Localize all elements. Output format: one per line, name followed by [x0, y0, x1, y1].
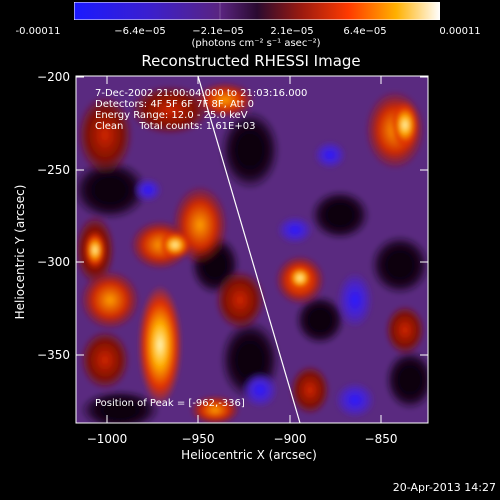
- info-detectors: Detectors: 4F 5F 6F 7F 8F, Att 0: [95, 99, 255, 110]
- colorbar-tick: 2.1e−05: [270, 26, 314, 37]
- info-energy-range: Energy Range: 12.0 - 25.0 keV: [95, 110, 248, 121]
- y-tick-marks: [76, 76, 428, 356]
- colorbar: [74, 2, 440, 20]
- info-clean-counts: Clean Total counts: 1.61E+03: [95, 121, 256, 132]
- y-axis-label: Heliocentric Y (arcsec): [13, 184, 27, 320]
- plot-frame: [75, 75, 429, 424]
- plot-title: Reconstructed RHESSI Image: [141, 52, 361, 70]
- x-tick-marks: [106, 76, 382, 423]
- colorbar-tick: 0.00011: [439, 26, 481, 37]
- x-tick-label: −950: [181, 432, 215, 446]
- timestamp: 20-Apr-2013 14:27: [392, 481, 496, 494]
- colorbar-tick: 6.4e−05: [343, 26, 387, 37]
- colorbar-units: (photons cm⁻² s⁻¹ asec⁻²): [191, 38, 321, 49]
- y-tick-label: −350: [37, 348, 70, 362]
- y-tick-label: −200: [37, 70, 70, 84]
- y-tick-label: −300: [37, 255, 70, 269]
- colorbar-tick: −2.1e−05: [192, 26, 244, 37]
- x-axis-label: Heliocentric X (arcsec): [181, 448, 317, 462]
- colorbar-tick: -0.00011: [15, 26, 61, 37]
- x-tick-label: −1000: [86, 432, 128, 446]
- solar-limb-line: [197, 76, 301, 423]
- colorbar-gradient: [74, 2, 440, 20]
- info-time-range: 7-Dec-2002 21:00:04.000 to 21:03:16.000: [95, 88, 308, 99]
- peak-position: Position of Peak = [-962,-336]: [95, 398, 245, 409]
- x-tick-label: −850: [364, 432, 398, 446]
- y-tick-label: −250: [37, 163, 70, 177]
- image-map: [76, 76, 428, 423]
- colorbar-tick: −6.4e−05: [114, 26, 166, 37]
- x-tick-label: −900: [273, 432, 307, 446]
